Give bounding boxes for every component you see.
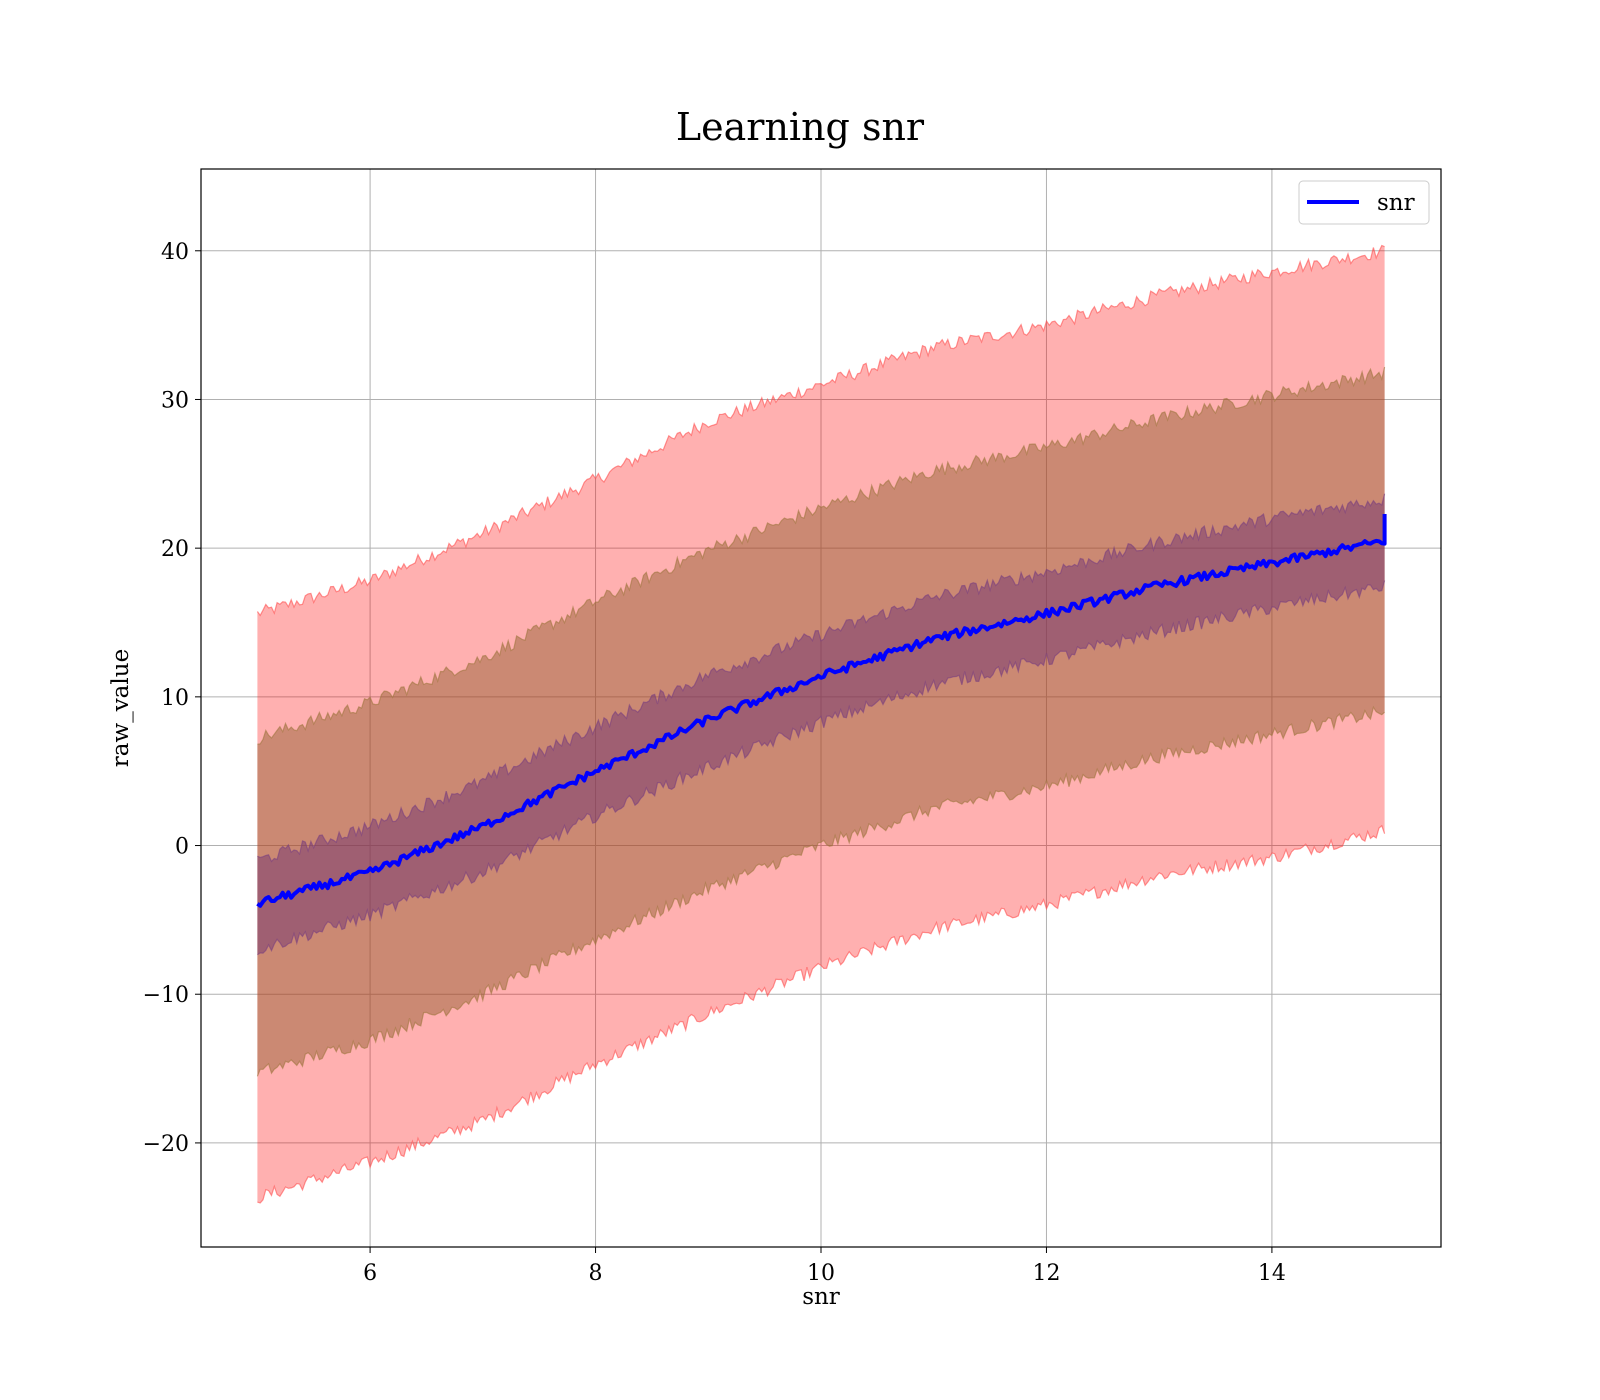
legend: snr	[1298, 180, 1430, 225]
y-tick-label-0: −20	[143, 1132, 189, 1157]
x-axis-label: snr	[802, 1284, 840, 1310]
band-outer	[257, 245, 1385, 1203]
x-tick-label-2: 10	[807, 1261, 835, 1286]
x-tick-label-0: 6	[363, 1261, 377, 1286]
band-outer-lower-edge	[257, 824, 1386, 1204]
y-tick-label-4: 20	[161, 537, 189, 562]
band-middle	[257, 367, 1385, 1077]
x-tick-label-1: 8	[589, 1261, 603, 1286]
band-inner-upper-edge	[257, 493, 1386, 863]
series-line-snr	[256, 514, 1387, 908]
band-middle-upper-edge	[257, 366, 1386, 745]
y-tick-label-2: 0	[175, 835, 189, 860]
y-tick-label-3: 10	[161, 686, 189, 711]
y-axis-label: raw_value	[108, 649, 134, 767]
grid	[201, 169, 1441, 1247]
band-outer-upper-edge	[256, 244, 1385, 617]
band-inner-lower-edge	[257, 580, 1386, 956]
x-axis-ticks: 6 8 10 12 14	[363, 1247, 1286, 1286]
legend-box	[1298, 180, 1430, 225]
x-tick-label-3: 12	[1032, 1261, 1060, 1286]
lines	[256, 514, 1387, 908]
band-inner	[257, 493, 1385, 955]
y-tick-label-1: −10	[143, 983, 189, 1008]
x-tick-label-4: 14	[1258, 1261, 1286, 1286]
bands	[256, 244, 1386, 1204]
y-tick-label-5: 30	[161, 388, 189, 413]
chart-title: Learning snr	[676, 105, 925, 149]
band-middle-lower-edge	[256, 705, 1385, 1077]
y-axis-ticks: −20 −10 0 10 20 30 40	[143, 240, 201, 1157]
y-tick-label-6: 40	[161, 240, 189, 265]
legend-label-snr: snr	[1377, 190, 1415, 216]
